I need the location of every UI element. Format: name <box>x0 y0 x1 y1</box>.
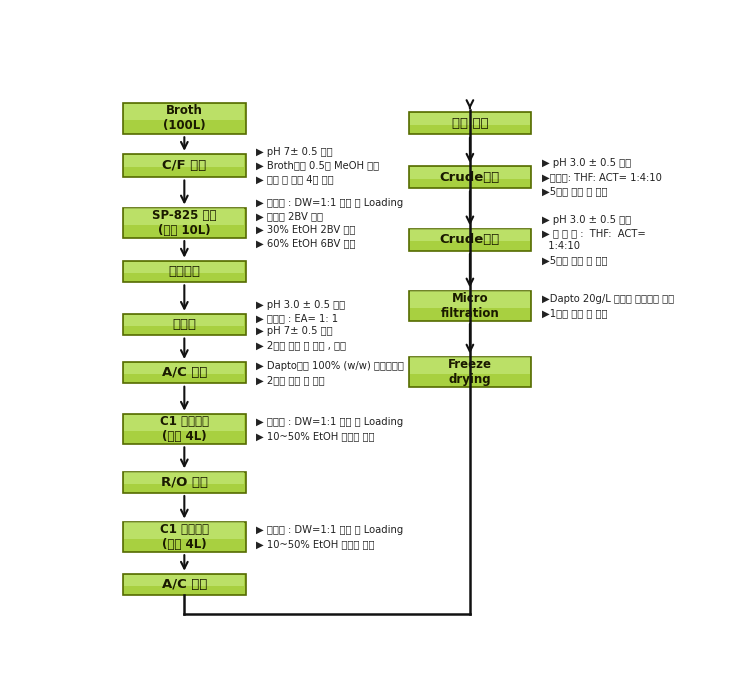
Text: A/C 탈색: A/C 탈색 <box>162 367 207 379</box>
Text: ▶ 2시간 교반 후 정치 , 분리: ▶ 2시간 교반 후 정치 , 분리 <box>256 339 346 350</box>
Text: Crude결정: Crude결정 <box>440 233 500 246</box>
Text: ▶ 10~50% EtOH 단계적 용리: ▶ 10~50% EtOH 단계적 용리 <box>256 539 374 549</box>
Text: ▶ 2시간 교반 후 여과: ▶ 2시간 교반 후 여과 <box>256 375 325 385</box>
FancyBboxPatch shape <box>124 363 244 374</box>
Text: Freeze
drying: Freeze drying <box>448 358 492 386</box>
FancyBboxPatch shape <box>123 261 245 282</box>
Text: SP-825 정제
(수지 10L): SP-825 정제 (수지 10L) <box>152 209 217 237</box>
Text: ▶5시간 교반 후 여과: ▶5시간 교반 후 여과 <box>541 255 607 265</box>
FancyBboxPatch shape <box>124 473 244 484</box>
Text: ▶ pH 3.0 ± 0.5 적정: ▶ pH 3.0 ± 0.5 적정 <box>541 215 631 224</box>
FancyBboxPatch shape <box>123 314 245 335</box>
FancyBboxPatch shape <box>123 362 245 383</box>
FancyBboxPatch shape <box>124 155 244 167</box>
Text: ▶5시간 교반 후 여과: ▶5시간 교반 후 여과 <box>541 186 607 196</box>
FancyBboxPatch shape <box>410 113 530 125</box>
FancyBboxPatch shape <box>410 291 530 308</box>
Text: ▶ 정제수 2BV 세척: ▶ 정제수 2BV 세척 <box>256 211 323 221</box>
Text: ▶ 60% EtOH 6BV 용리: ▶ 60% EtOH 6BV 용리 <box>256 238 356 248</box>
FancyBboxPatch shape <box>123 414 245 444</box>
FancyBboxPatch shape <box>124 208 244 224</box>
Text: ▶ pH 7± 0.5 적정: ▶ pH 7± 0.5 적정 <box>256 326 332 337</box>
FancyBboxPatch shape <box>123 154 245 177</box>
Text: ▶ Dapto대비 100% (w/w) 활성탄첨가: ▶ Dapto대비 100% (w/w) 활성탄첨가 <box>256 361 404 371</box>
FancyBboxPatch shape <box>124 261 244 273</box>
FancyBboxPatch shape <box>123 574 245 595</box>
Text: ▶ 농 축 액 :  THF:  ACT=: ▶ 농 축 액 : THF: ACT= <box>541 228 645 238</box>
Text: A/C 탈색: A/C 탈색 <box>162 578 207 591</box>
Text: ▶Dapto 20g/L 농도로 정제수에 용해: ▶Dapto 20g/L 농도로 정제수에 용해 <box>541 294 674 304</box>
Text: Crude결정: Crude결정 <box>440 171 500 183</box>
Text: ▶ 여과액 : DW=1:1 희석 후 Loading: ▶ 여과액 : DW=1:1 희석 후 Loading <box>256 198 403 208</box>
FancyBboxPatch shape <box>124 574 244 586</box>
FancyBboxPatch shape <box>409 112 531 135</box>
FancyBboxPatch shape <box>124 415 244 431</box>
Text: ▶ 농축액 : EA= 1: 1: ▶ 농축액 : EA= 1: 1 <box>256 313 338 323</box>
Text: Micro
filtration: Micro filtration <box>441 292 499 320</box>
Text: ▶ pH 3.0 ± 0.5 적정: ▶ pH 3.0 ± 0.5 적정 <box>541 158 631 168</box>
Text: ▶ 여과액 : DW=1:1 희석 후 Loading: ▶ 여과액 : DW=1:1 희석 후 Loading <box>256 525 403 535</box>
Text: ▶ 10~50% EtOH 단계적 용리: ▶ 10~50% EtOH 단계적 용리 <box>256 431 374 441</box>
FancyBboxPatch shape <box>123 472 245 493</box>
Text: ▶ pH 3.0 ± 0.5 적정: ▶ pH 3.0 ± 0.5 적정 <box>256 300 345 309</box>
FancyBboxPatch shape <box>409 291 531 321</box>
FancyBboxPatch shape <box>124 315 244 326</box>
FancyBboxPatch shape <box>409 229 531 251</box>
Text: ▶1시간 교반 후 여과: ▶1시간 교반 후 여과 <box>541 308 607 318</box>
Text: ▶ Broth대비 0.5배 MeOH 첨가: ▶ Broth대비 0.5배 MeOH 첨가 <box>256 160 379 171</box>
Text: ▶ 30% EtOH 2BV 세척: ▶ 30% EtOH 2BV 세척 <box>256 224 356 234</box>
Text: 층분리: 층분리 <box>172 318 196 331</box>
Text: R/O 농축: R/O 농축 <box>161 475 208 489</box>
FancyBboxPatch shape <box>123 522 245 552</box>
Text: Broth
(100L): Broth (100L) <box>163 105 205 132</box>
Text: C1 역상정제
(수지 4L): C1 역상정제 (수지 4L) <box>160 523 209 551</box>
FancyBboxPatch shape <box>124 523 244 539</box>
Text: 1:4:10: 1:4:10 <box>541 241 580 252</box>
Text: 진공 농축: 진공 농축 <box>452 117 488 130</box>
Text: 진공농축: 진공농축 <box>168 265 200 278</box>
FancyBboxPatch shape <box>124 104 244 121</box>
FancyBboxPatch shape <box>410 358 530 374</box>
FancyBboxPatch shape <box>123 103 245 134</box>
Text: C/F 추출: C/F 추출 <box>162 159 207 172</box>
Text: C1 역상정제
(수지 4L): C1 역상정제 (수지 4L) <box>160 415 209 443</box>
FancyBboxPatch shape <box>123 208 245 238</box>
Text: ▶ pH 7± 0.5 적정: ▶ pH 7± 0.5 적정 <box>256 147 332 157</box>
FancyBboxPatch shape <box>410 167 530 178</box>
Text: ▶ 여과액 : DW=1:1 희석 후 Loading: ▶ 여과액 : DW=1:1 희석 후 Loading <box>256 417 403 427</box>
FancyBboxPatch shape <box>409 357 531 387</box>
FancyBboxPatch shape <box>409 166 531 188</box>
Text: ▶ 교반 후 여과 4회 실시: ▶ 교반 후 여과 4회 실시 <box>256 174 334 185</box>
Text: ▶농축액: THF: ACT= 1:4:10: ▶농축액: THF: ACT= 1:4:10 <box>541 172 662 182</box>
FancyBboxPatch shape <box>410 229 530 241</box>
